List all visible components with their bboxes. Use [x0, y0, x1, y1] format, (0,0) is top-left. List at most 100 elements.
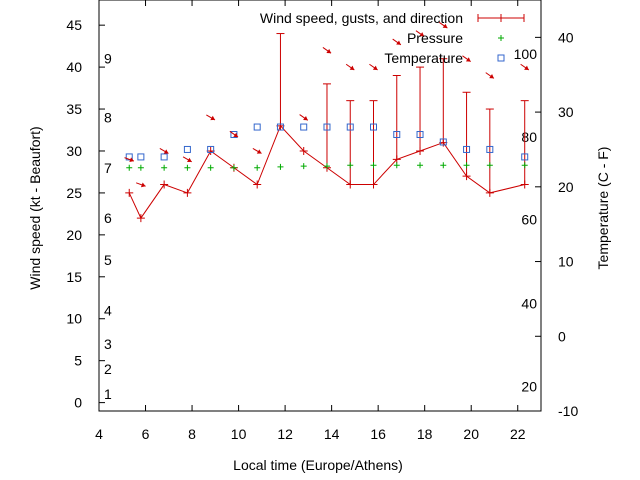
x-axis-ticks: 4 6 8 10 12 14 16 18 20 22	[95, 0, 526, 442]
fahrenheit-label: 40	[521, 295, 537, 311]
temperature-point	[439, 138, 447, 146]
wind-arrow	[438, 21, 448, 29]
wind-direction-arrows	[124, 21, 530, 188]
beaufort-label: 1	[104, 386, 112, 402]
temperature-point	[125, 153, 133, 161]
wind-arrow-head	[372, 65, 378, 70]
beaufort-label: 7	[104, 160, 112, 176]
pressure-point	[347, 162, 354, 169]
wind-arrow	[392, 38, 402, 46]
wind-arrow-head	[233, 132, 239, 138]
wind-point	[160, 180, 169, 189]
wind-arrow	[520, 63, 530, 71]
x-tick-label: 18	[417, 426, 433, 442]
pressure-point	[370, 162, 377, 169]
wind-arrow-head	[489, 74, 494, 79]
y-axis-label: Wind speed (kt - Beaufort)	[27, 126, 43, 289]
wind-arrow-head	[419, 32, 425, 37]
x-tick-label: 16	[370, 426, 386, 442]
y2-tick-label: 30	[558, 104, 574, 120]
gust-bars	[276, 33, 529, 193]
pressure-point	[440, 162, 447, 169]
legend-swatch	[498, 35, 504, 41]
wind-point	[416, 146, 425, 155]
beaufort-labels: 1 2 3 4 5 6 7 8 9	[104, 51, 112, 403]
x-tick-label: 20	[463, 426, 479, 442]
x-tick-label: 8	[188, 426, 196, 442]
y-tick-label: 45	[66, 17, 82, 33]
temperature-point	[323, 123, 331, 131]
wind-point	[253, 180, 262, 189]
wind-arrow	[345, 63, 355, 71]
wind-point	[462, 172, 471, 181]
wind-point	[485, 188, 494, 197]
legend-label: Pressure	[407, 30, 463, 46]
y-tick-label: 25	[66, 185, 82, 201]
temperature-point	[521, 153, 529, 161]
wind-line	[128, 124, 525, 220]
y2-tick-label: 20	[558, 179, 574, 195]
wind-arrow-head	[187, 157, 192, 163]
temperature-point	[276, 123, 284, 131]
pressure-point	[486, 162, 493, 169]
temperature-point	[346, 123, 354, 131]
x-axis-label: Local time (Europe/Athens)	[233, 457, 403, 473]
y2-axis-label: Temperature (C - F)	[595, 147, 611, 270]
beaufort-label: 4	[104, 302, 112, 318]
wind-arrow-head	[140, 182, 146, 188]
y-tick-label: 5	[74, 353, 82, 369]
wind-arrow-head	[442, 23, 448, 29]
wind-point	[520, 180, 529, 189]
wind-arrow	[136, 182, 146, 188]
wind-arrow-head	[303, 115, 308, 121]
wind-point	[369, 180, 378, 189]
y-tick-label: 10	[66, 311, 82, 327]
y2-tick-label: 40	[558, 29, 574, 45]
legend-entry: Wind speed, gusts, and direction	[260, 10, 525, 26]
wind-arrow-head	[163, 149, 169, 154]
pressure-point	[126, 164, 133, 171]
wind-arrow-head	[524, 65, 529, 70]
y-tick-label: 30	[66, 143, 82, 159]
beaufort-label: 9	[104, 51, 112, 67]
pressure-point	[300, 163, 307, 170]
wind-arrow	[485, 72, 495, 79]
temperature-point	[416, 131, 424, 139]
temperature-point	[137, 153, 145, 161]
legend-swatch-marker	[497, 14, 505, 22]
pressure-point	[230, 164, 237, 171]
temperature-point	[370, 123, 378, 131]
pressure-point	[254, 164, 261, 171]
beaufort-label: 5	[104, 252, 112, 268]
wind-arrow	[369, 63, 378, 71]
wind-point	[392, 155, 401, 164]
pressure-point	[184, 164, 191, 171]
x-tick-label: 22	[510, 426, 526, 442]
legend-entry: Pressure	[407, 30, 504, 46]
y2-tick-label: 10	[558, 254, 574, 270]
legend-label: Wind speed, gusts, and direction	[260, 10, 463, 26]
beaufort-label: 6	[104, 210, 112, 226]
fahrenheit-labels: 20 40 60 80 100	[514, 46, 538, 395]
temperature-point	[486, 145, 494, 153]
beaufort-label: 8	[104, 109, 112, 125]
pressure-point	[207, 164, 214, 171]
x-tick-label: 10	[231, 426, 247, 442]
x-tick-label: 14	[324, 426, 340, 442]
wind-arrow	[322, 47, 332, 54]
beaufort-label: 3	[104, 336, 112, 352]
y-tick-label: 40	[66, 59, 82, 75]
wind-arrow-head	[326, 48, 332, 54]
wind-arrow-head	[396, 40, 401, 45]
legend-label: Temperature	[384, 50, 463, 66]
y-tick-label: 35	[66, 101, 82, 117]
temperature-point	[207, 145, 215, 153]
y-tick-label: 15	[66, 269, 82, 285]
wind-arrow	[124, 157, 135, 163]
wind-point	[346, 180, 355, 189]
wind-arrow	[182, 156, 192, 163]
pressure-point	[161, 164, 168, 171]
pressure-point	[393, 162, 400, 169]
x-tick-label: 4	[95, 426, 103, 442]
pressure-series	[126, 162, 528, 171]
